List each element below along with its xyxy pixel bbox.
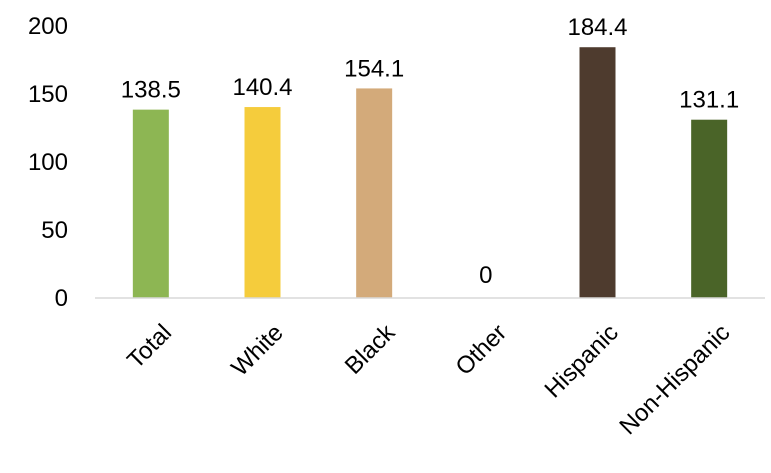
bars [132,47,728,298]
x-tick-label: White [226,319,288,381]
y-tick-label: 0 [55,285,68,312]
bar-total [132,109,169,298]
bar-hispanic [579,47,616,298]
bar-white [244,107,281,298]
y-tick-label: 150 [28,81,68,108]
data-label: 154.1 [344,55,404,82]
data-label: 140.4 [232,74,292,101]
data-label: 131.1 [679,87,739,114]
y-tick-label: 50 [41,217,68,244]
bar-non-hispanic [691,119,728,298]
data-label: 184.4 [567,14,627,41]
x-tick-label: Other [451,319,513,381]
data-label: 0 [479,262,492,289]
y-tick-label: 100 [28,149,68,176]
y-tick-label: 200 [28,13,68,40]
y-axis-ticks: 0 50 100 150 200 [28,13,68,312]
bar-black [356,88,393,298]
data-label: 138.5 [121,77,181,104]
x-tick-label: Hispanic [540,319,624,403]
x-tick-label: Total [122,319,177,374]
x-tick-label: Black [340,318,401,379]
data-labels: 138.5 140.4 154.1 0 184.4 131.1 [121,14,739,289]
x-tick-label: Non-Hispanic [614,319,735,440]
